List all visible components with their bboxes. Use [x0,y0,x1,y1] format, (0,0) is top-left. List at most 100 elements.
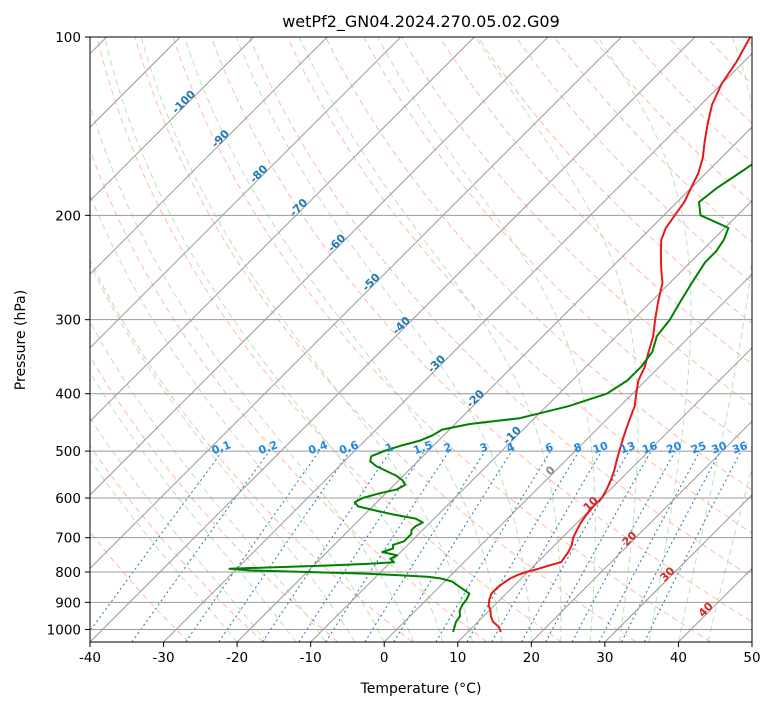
mixing-ratio-label: 30 [710,439,729,457]
y-tick-label: 200 [55,208,81,224]
mixing-ratio-line [218,450,351,642]
isotherm-label: -30 [425,352,448,375]
data-series [228,37,752,633]
isotherm-line [90,37,328,275]
mixing-ratio-label: 36 [730,439,749,457]
x-tick-label: 20 [523,650,540,666]
x-axis-label: Temperature (°C) [360,681,482,697]
moist-adiabat [377,37,596,642]
isotherm-line [604,494,752,642]
mixing-ratio-line [598,450,701,642]
x-tick-label: 0 [380,650,389,666]
mixing-ratio-label: 0.1 [210,438,233,457]
mixing-ratio-line [298,450,425,642]
isotherm-line [163,52,752,642]
isotherm-line [530,420,752,642]
y-tick-label: 300 [55,313,81,329]
mixing-ratio-line [491,450,603,642]
isotherm-line [310,199,752,642]
temperature-line [487,37,752,633]
isotherm-label: -40 [390,314,413,337]
mixing-ratio-line [643,450,742,642]
moist-adiabat [677,37,752,642]
chart-title: wetPf2_GN04.2024.270.05.02.G09 [282,12,560,32]
mixing-ratio-line [521,450,630,642]
mixing-ratio-label: 4 [505,440,517,455]
isotherm-line [236,126,752,642]
isotherm-line [457,347,752,642]
isotherm-line [678,567,752,642]
moist-adiabat [90,193,385,642]
isotherm-line [751,641,752,642]
y-tick-label: 500 [55,444,81,460]
dewpoint-line [228,163,752,633]
mixing-ratio-line [364,450,486,642]
isotherm-line [90,37,475,423]
isotherm-label: -50 [360,270,383,293]
moist-adiabat [140,37,473,642]
grid-lines [90,37,752,642]
mixing-ratio-line [393,450,513,642]
mixing-ratio-label: 20 [665,439,684,457]
dry-adiabat [172,37,712,642]
isotherm-label: -100 [169,87,198,116]
mixing-ratio-line [571,450,676,642]
mixing-ratio-label: 1 [384,440,396,455]
dry-adiabat [90,258,413,642]
isotherm-label: 30 [658,564,678,584]
dry-adiabat [706,37,752,85]
x-tick-label: 10 [449,650,466,666]
x-tick-label: 30 [596,650,613,666]
mixing-ratio-line [545,450,652,642]
x-tick-label: 50 [743,650,760,666]
mixing-ratio-line [185,450,320,642]
x-tick-label: -10 [300,650,322,666]
mixing-ratio-line [621,450,721,642]
mixing-ratio-label: 0.2 [257,438,280,457]
mixing-ratio-label: 25 [689,439,708,456]
mixing-ratio-label: 10 [591,439,610,457]
moist-adiabat [597,37,692,642]
dry-adiabat [668,37,752,125]
isotherm-line [383,273,752,642]
moist-adiabat [298,37,562,642]
x-tick-label: -40 [79,650,101,666]
moist-adiabat [235,37,532,642]
y-tick-label: 700 [55,531,81,547]
moist-adiabat [707,466,752,642]
mixing-ratio-line [90,450,223,632]
dry-adiabat [134,37,637,642]
y-tick-label: 100 [55,30,81,46]
mixing-ratio-label: 3 [478,440,490,455]
moist-adiabat [90,103,415,642]
dry-adiabat [90,148,488,642]
dry-adiabat [248,37,752,578]
moist-adiabat [90,416,267,642]
isotherm-label: 10 [581,494,601,514]
moist-adiabat [90,458,238,642]
isotherm-line [90,37,402,349]
dry-adiabat [286,37,752,534]
x-tick-label: -30 [153,650,175,666]
moist-adiabat [183,37,503,642]
moist-adiabat [104,37,444,642]
isotherm-label: 20 [620,529,640,549]
mixing-ratio-label: 0.4 [307,438,330,457]
dry-adiabat [90,445,264,642]
isotherm-label: -20 [464,387,487,410]
dry-adiabat [90,355,339,642]
isotherm-label: -80 [247,162,270,185]
mixing-ratio-label: 8 [572,440,584,455]
mixing-ratio-label: 1.5 [412,438,435,457]
isotherm-line [90,37,255,202]
dry-adiabat [325,37,752,491]
isotherm-line [90,37,622,570]
isotherm-label: -60 [325,231,348,254]
moist-adiabat [90,371,297,642]
mixing-ratio-label: 0.6 [337,438,360,457]
axes: -40 -30 -20 -10 0 10 20 30 40 5010020030040050060… [47,30,761,666]
mixing-ratio-label: 16 [640,439,659,457]
mixing-ratio-label: 2 [442,440,454,455]
y-tick-label: 400 [55,387,81,403]
